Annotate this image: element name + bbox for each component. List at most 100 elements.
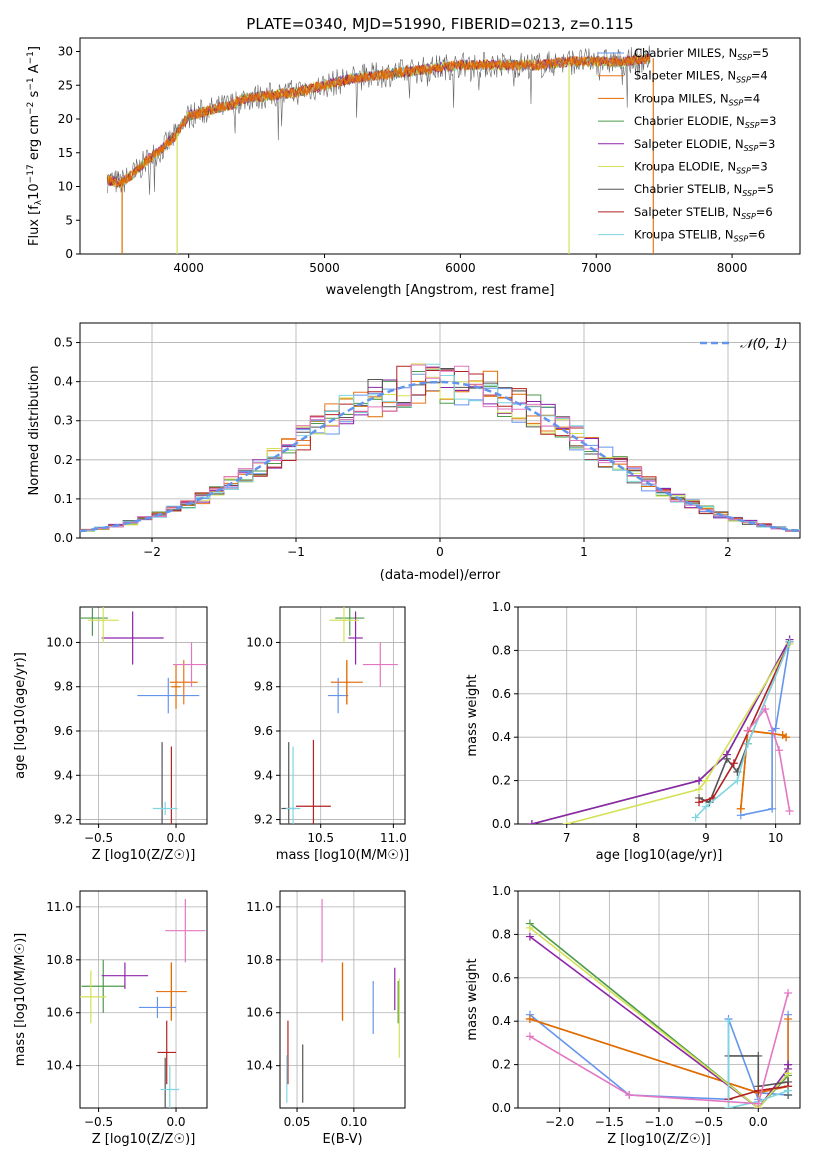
weight-point-marker bbox=[702, 802, 710, 811]
legend-entry: Kroupa MILES, NSSP=4 bbox=[634, 91, 760, 107]
weight-point-marker bbox=[724, 1104, 733, 1108]
y-tick-label: 9.4 bbox=[54, 768, 73, 782]
histogram-series-step bbox=[80, 363, 800, 532]
legend-entry: 𝒩(0, 1) bbox=[740, 337, 787, 352]
y-tick-label: 0.3 bbox=[54, 414, 73, 428]
weight-point-marker bbox=[733, 776, 742, 785]
y-tick-label: 10.0 bbox=[246, 635, 273, 649]
axes-frame bbox=[279, 890, 406, 1109]
y-tick-label: 11.0 bbox=[46, 900, 73, 914]
y-tick-label: 0.6 bbox=[492, 971, 511, 985]
x-tick-label: 0.0 bbox=[166, 831, 185, 845]
y-tick-label: 5 bbox=[65, 213, 73, 227]
age-vs-metallicity-plot: −0.5 0.0 9.2 9.4 9.6 9.8 10.0 Z [log10(Z/Z☉)] ag… bbox=[13, 606, 208, 863]
weight-series-line bbox=[531, 639, 791, 824]
y-tick-label: 0 bbox=[65, 247, 73, 261]
y-tick-label: 9.6 bbox=[54, 724, 73, 738]
y-axis-label: mass [log10(M/M☉)] bbox=[13, 933, 28, 1066]
y-tick-label: 0.4 bbox=[492, 730, 511, 744]
x-tick-label: 0.0 bbox=[749, 1115, 768, 1129]
y-tick-label: 0.4 bbox=[492, 1014, 511, 1028]
x-axis-label: age [log10(age/yr)] bbox=[596, 848, 723, 863]
x-tick-label: 5000 bbox=[309, 261, 340, 275]
normal-curve bbox=[80, 380, 800, 533]
weight-point-marker bbox=[785, 637, 794, 646]
y-tick-label: 9.2 bbox=[254, 813, 273, 827]
weight-point-marker bbox=[743, 739, 752, 748]
y-axis-label: Normed distribution bbox=[27, 366, 42, 496]
x-tick-label: 7 bbox=[563, 831, 571, 845]
spectrum-series-line bbox=[106, 53, 651, 190]
x-tick-label: 10 bbox=[768, 831, 783, 845]
y-tick-label: 25 bbox=[58, 78, 73, 92]
x-axis-label: Z [log10(Z/Z☉)] bbox=[607, 1132, 711, 1147]
x-tick-label: 11.0 bbox=[380, 831, 407, 845]
error-bars bbox=[80, 898, 206, 1108]
weight-point-marker bbox=[695, 776, 704, 785]
weight-point-marker bbox=[784, 988, 793, 997]
legend-entry: Salpeter MILES, NSSP=4 bbox=[634, 69, 768, 85]
weight-point-marker bbox=[724, 1017, 733, 1026]
y-tick-label: 0.0 bbox=[492, 817, 511, 831]
x-tick-label: 0.10 bbox=[341, 1115, 368, 1129]
figure-title: PLATE=0340, MJD=51990, FIBERID=0213, z=0… bbox=[246, 15, 633, 33]
y-tick-label: 0.1 bbox=[54, 492, 73, 506]
x-axis-label: Z [log10(Z/Z☉)] bbox=[92, 1132, 196, 1147]
y-tick-label: 0.5 bbox=[54, 336, 73, 350]
weight-point-marker bbox=[784, 1015, 793, 1024]
legend-entry: Chabrier MILES, NSSP=5 bbox=[634, 46, 769, 62]
weight-point-marker bbox=[722, 754, 731, 763]
x-tick-label: 10.5 bbox=[307, 831, 334, 845]
legend-entry: Kroupa STELIB, NSSP=6 bbox=[634, 228, 765, 244]
y-tick-label: 10.4 bbox=[246, 1059, 273, 1073]
y-tick-label: 10.6 bbox=[246, 1006, 273, 1020]
axes-frame bbox=[79, 37, 801, 255]
weight-series-line bbox=[698, 641, 791, 804]
legend-entry: Salpeter ELODIE, NSSP=3 bbox=[634, 137, 775, 153]
y-tick-label: 0.8 bbox=[492, 927, 511, 941]
x-tick-label: 0.0 bbox=[166, 1115, 185, 1129]
y-tick-label: 1.0 bbox=[492, 600, 511, 614]
x-tick-label: 9 bbox=[702, 831, 710, 845]
y-tick-label: 15 bbox=[58, 146, 73, 160]
axes-frame bbox=[279, 606, 406, 825]
weight-point-marker bbox=[778, 731, 787, 740]
y-tick-label: 0.2 bbox=[54, 453, 73, 467]
legend-entry: Chabrier ELODIE, NSSP=3 bbox=[634, 114, 776, 130]
y-axis-label: Flux [fλ10−17 erg cm−2 s−1 A−1] bbox=[26, 46, 44, 246]
weight-point-marker bbox=[625, 1090, 634, 1099]
weight-point-marker bbox=[782, 733, 791, 742]
mass-vs-metallicity-plot: −0.5 0.0 10.4 10.6 10.8 11.0 Z [log10(Z/Z☉)] ma… bbox=[13, 890, 208, 1147]
y-tick-label: 30 bbox=[58, 45, 73, 59]
x-axis-label: mass [log10(M/M☉)] bbox=[276, 848, 409, 863]
axes-frame bbox=[79, 606, 208, 825]
weight-point-marker bbox=[702, 776, 710, 785]
y-tick-label: 0.2 bbox=[492, 774, 511, 788]
weight-point-marker bbox=[784, 1086, 793, 1095]
x-tick-label: −2.0 bbox=[545, 1115, 574, 1129]
axes-frame bbox=[79, 890, 208, 1109]
weight-point-marker bbox=[784, 1060, 793, 1069]
spectrum-plot: 4000 5000 6000 7000 8000 0 5 10 15 20 25 30 waveleng… bbox=[26, 37, 801, 298]
x-axis-label: E(B-V) bbox=[322, 1132, 362, 1147]
error-bars bbox=[286, 898, 400, 1103]
spectrum-series-line bbox=[106, 53, 651, 187]
mass-weight-vs-age-plot: 7 8 9 10 0.0 0.2 0.4 0.6 0.8 1.0 age [log10(age/yr… bbox=[465, 600, 801, 863]
x-tick-label: 8 bbox=[633, 831, 641, 845]
mass-vs-ebv-plot: 0.05 0.10 10.4 10.6 10.8 11.0 E(B-V) bbox=[246, 890, 406, 1147]
y-axis-label: mass weight bbox=[465, 674, 480, 756]
weight-point-marker bbox=[525, 932, 534, 941]
weight-point-marker bbox=[729, 759, 738, 768]
y-tick-label: 11.0 bbox=[246, 900, 273, 914]
y-axis-label: age [log10(age/yr)] bbox=[13, 652, 28, 779]
y-tick-label: 9.4 bbox=[254, 768, 273, 782]
weight-point-marker bbox=[525, 923, 534, 932]
residuals-histogram: −2 −1 0 1 2 0.0 0.1 0.2 0.3 0.4 0.5 (data-model)/er… bbox=[27, 322, 801, 583]
y-tick-label: 10.8 bbox=[46, 953, 73, 967]
y-tick-label: 9.2 bbox=[54, 813, 73, 827]
x-tick-label: −0.5 bbox=[84, 1115, 113, 1129]
y-tick-label: 10.0 bbox=[46, 635, 73, 649]
error-bars bbox=[80, 607, 207, 824]
weight-series-line bbox=[529, 927, 789, 1108]
